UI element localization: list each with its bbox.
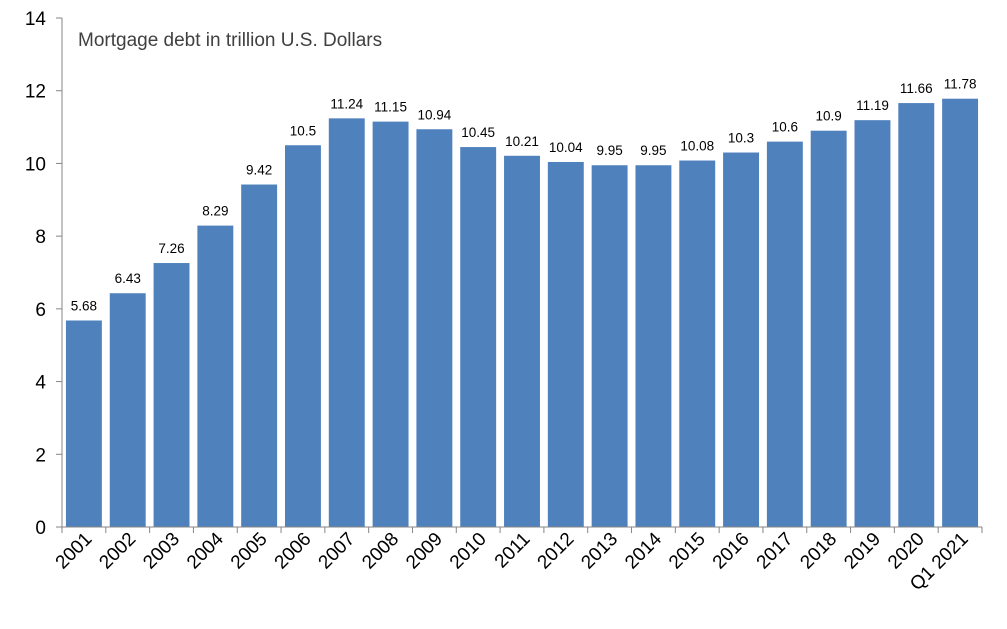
data-labels: 5.68 6.43 7.26 8.29 9.42 10.5 11.24 11.15 10.94 1… — [71, 77, 977, 314]
x-tick-label: 2006 — [271, 529, 316, 574]
bar-2017 — [766, 141, 803, 527]
y-tick-label: 10 — [25, 154, 46, 175]
data-label: 9.95 — [640, 143, 666, 158]
x-tick-label: 2004 — [183, 528, 228, 573]
bar-2007 — [328, 118, 365, 528]
bar-2002 — [109, 293, 146, 527]
bar-2009 — [416, 129, 453, 527]
x-tick-label: 2017 — [753, 529, 798, 574]
y-tick-label: 14 — [25, 9, 47, 30]
data-label: 8.29 — [202, 204, 228, 219]
bar-2020 — [898, 103, 935, 527]
x-tick-label: 2009 — [402, 529, 447, 574]
y-tick-label: 12 — [25, 82, 46, 103]
x-tick-label: 2005 — [227, 529, 272, 574]
x-tick-label: 2019 — [840, 529, 885, 574]
bar-2003 — [153, 263, 190, 527]
data-label: 10.94 — [417, 107, 451, 122]
bar-2011 — [504, 155, 540, 527]
x-tick-label: 2018 — [796, 529, 841, 574]
bar-2006 — [284, 145, 321, 527]
x-tick-label: 2015 — [665, 529, 710, 574]
bar-2018 — [810, 130, 847, 527]
data-label: 11.78 — [944, 77, 977, 92]
bar-2013 — [591, 165, 628, 527]
x-tick-label: 2013 — [577, 529, 622, 574]
x-tick-label: 2007 — [315, 529, 360, 574]
data-label: 10.21 — [505, 134, 539, 149]
bar-2005 — [241, 184, 278, 527]
bar-2015 — [679, 160, 716, 527]
data-label: 11.24 — [330, 96, 363, 111]
x-tick-label: 2001 — [52, 529, 97, 574]
bar-2001 — [65, 320, 102, 527]
y-tick-label: 0 — [35, 518, 46, 539]
y-tick-label: 8 — [35, 227, 46, 248]
bar-2012 — [547, 161, 584, 527]
data-label: 10.08 — [680, 139, 714, 154]
x-tick-label: 2016 — [709, 529, 754, 574]
chart-ylabel: Mortgage debt in trillion U.S. Dollars — [78, 30, 382, 51]
bar-2008 — [372, 121, 409, 527]
bars — [65, 98, 979, 528]
x-tick-label: 2011 — [491, 529, 535, 573]
x-tick-label: 2014 — [621, 528, 666, 573]
data-label: 11.66 — [900, 81, 933, 96]
data-label: 11.15 — [374, 100, 407, 115]
y-tick-label: 2 — [35, 445, 46, 466]
x-tick-label: 2002 — [96, 529, 141, 574]
bar-2019 — [854, 120, 891, 527]
x-axis-ticks: 2001 2002 2003 2004 2005 2006 2007 2008 2009 2010… — [52, 527, 983, 595]
y-tick-label: 4 — [35, 373, 46, 394]
data-label: 10.45 — [461, 125, 495, 140]
bar-2004 — [197, 225, 234, 527]
bar-2014 — [635, 165, 672, 527]
data-label: 10.3 — [728, 131, 754, 146]
data-label: 6.43 — [115, 271, 141, 286]
data-label: 9.95 — [596, 143, 622, 158]
bar-2016 — [723, 152, 760, 527]
x-tick-label: 2012 — [534, 529, 579, 574]
data-label: 10.04 — [549, 140, 583, 155]
x-tick-label: 2010 — [446, 529, 491, 574]
data-label: 11.19 — [856, 98, 889, 113]
data-label: 5.68 — [71, 298, 97, 313]
y-tick-label: 6 — [35, 300, 46, 321]
x-tick-label: 2008 — [358, 529, 403, 574]
data-label: 9.42 — [246, 163, 272, 178]
x-tick-label: 2003 — [139, 529, 184, 574]
data-label: 7.26 — [158, 241, 184, 256]
data-label: 10.9 — [816, 109, 842, 124]
bar-2010 — [460, 147, 497, 527]
y-axis-ticks: 0 2 4 6 8 10 12 14 — [25, 9, 62, 539]
bar-q1-2021 — [942, 98, 979, 527]
data-label: 10.6 — [772, 120, 798, 135]
data-label: 10.5 — [290, 123, 316, 138]
